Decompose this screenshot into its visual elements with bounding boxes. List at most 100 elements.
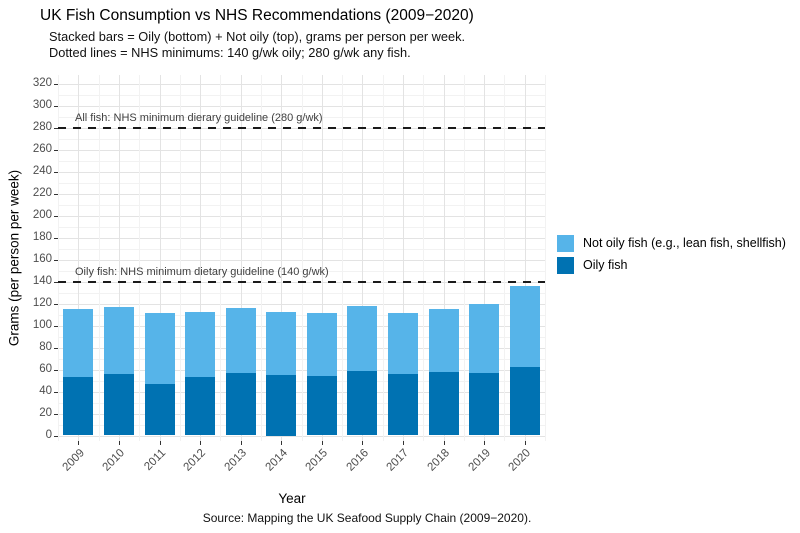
gridline-major [321, 75, 323, 441]
plot-panel: All fish: NHS minimum dierary guideline … [58, 75, 546, 441]
bar-2020-not-oily [509, 285, 540, 368]
bar-2013-oily [225, 372, 256, 436]
x-tick-mark [524, 441, 526, 445]
gridline-major [240, 75, 242, 441]
source-caption: Source: Mapping the UK Seafood Supply Ch… [202, 511, 532, 525]
y-tick-label-220: 220 [32, 186, 52, 199]
bar-2018-oily [428, 371, 459, 436]
y-tick-mark [54, 325, 58, 327]
y-tick-mark [54, 413, 58, 415]
gridline-minor [423, 75, 425, 441]
gridline-major [118, 75, 120, 441]
y-tick-mark [54, 171, 58, 173]
y-tick-mark [54, 281, 58, 283]
gridline-major [484, 75, 486, 441]
y-tick-label-140: 140 [32, 274, 52, 287]
gridline-major [362, 75, 364, 441]
x-tick-mark [321, 441, 323, 445]
x-tick-mark [200, 441, 201, 445]
y-tick-mark [54, 259, 58, 261]
legend-label-not-oily: Not oily fish (e.g., lean fish, shellfis… [583, 236, 786, 250]
legend-swatch-oily [557, 256, 574, 274]
gridline-major [524, 75, 526, 441]
x-tick-mark [443, 441, 445, 445]
x-tick-label-2013: 2013 [222, 447, 250, 474]
y-tick-label-300: 300 [32, 98, 52, 111]
y-tick-mark [54, 127, 58, 129]
x-axis-title: Year [278, 491, 306, 506]
bar-2019-oily [469, 372, 500, 436]
bar-2014-not-oily [266, 312, 297, 375]
y-tick-label-80: 80 [39, 340, 52, 353]
bar-2015-oily [306, 376, 337, 436]
bar-2015-not-oily [306, 313, 337, 377]
x-tick-mark [281, 441, 283, 445]
y-tick-mark [54, 391, 58, 393]
x-tick-mark [362, 441, 364, 445]
y-tick-label-120: 120 [32, 296, 52, 309]
bar-2016-oily [347, 370, 378, 436]
nhs-line-140 [58, 280, 545, 283]
x-tick-mark [78, 441, 80, 445]
y-tick-mark [54, 105, 58, 107]
x-tick-label-2012: 2012 [181, 447, 209, 474]
gridline-minor [545, 75, 546, 441]
bar-2009-oily [63, 377, 94, 436]
gridline-minor [301, 75, 303, 441]
x-tick-label-2017: 2017 [384, 447, 412, 474]
y-tick-label-160: 160 [32, 252, 52, 265]
chart-subtitle-line2: Dotted lines = NHS minimums: 140 g/wk oi… [49, 45, 411, 60]
bar-2018-not-oily [428, 309, 459, 372]
x-tick-mark [159, 441, 161, 445]
bar-2017-oily [388, 373, 418, 436]
bar-2019-not-oily [469, 303, 500, 373]
legend-swatch-not-oily [557, 234, 574, 252]
y-tick-label-260: 260 [32, 142, 52, 155]
bar-2017-not-oily [388, 313, 418, 374]
x-tick-mark [240, 441, 242, 445]
gridline-minor [139, 75, 141, 441]
y-tick-label-240: 240 [32, 164, 52, 177]
chart-title: UK Fish Consumption vs NHS Recommendatio… [40, 7, 474, 24]
gridline-major [403, 75, 404, 441]
y-tick-mark [54, 83, 58, 85]
x-tick-label-2019: 2019 [465, 447, 493, 474]
y-tick-label-280: 280 [32, 120, 52, 133]
x-tick-label-2011: 2011 [142, 447, 168, 473]
x-tick-label-2014: 2014 [263, 447, 290, 474]
y-tick-label-60: 60 [39, 362, 52, 375]
y-tick-mark [54, 193, 58, 195]
gridline-minor [179, 75, 181, 441]
y-tick-mark [54, 303, 58, 305]
x-tick-label-2010: 2010 [100, 447, 128, 474]
x-tick-label-2016: 2016 [344, 447, 371, 474]
x-tick-mark [118, 441, 120, 445]
x-tick-label-2018: 2018 [425, 447, 452, 474]
bar-2020-oily [509, 367, 540, 436]
gridline-minor [342, 75, 344, 441]
legend-row: Not oily fish (e.g., lean fish, shellfis… [557, 232, 786, 254]
nhs-line-140-label: Oily fish: NHS minimum dietary guideline… [75, 265, 329, 278]
legend-row: Oily fish [557, 254, 786, 276]
nhs-line-280 [58, 126, 545, 129]
bar-2009-not-oily [63, 309, 94, 378]
gridline-minor [463, 75, 465, 441]
gridline-minor [382, 75, 384, 441]
gridline-major [281, 75, 283, 441]
x-tick-label-2015: 2015 [303, 447, 331, 474]
y-tick-mark [54, 237, 58, 239]
gridline-major [200, 75, 201, 441]
bar-2014-oily [266, 375, 297, 436]
x-tick-label-2009: 2009 [60, 447, 87, 474]
gridline-minor [220, 75, 222, 441]
y-tick-mark [54, 435, 58, 437]
bar-2011-not-oily [144, 313, 175, 384]
y-tick-mark [54, 149, 58, 151]
gridline-major [159, 75, 161, 441]
gridline-minor [58, 75, 59, 441]
bar-2010-not-oily [103, 306, 134, 374]
gridline-major [443, 75, 445, 441]
bar-2013-not-oily [225, 307, 256, 373]
gridline-minor [504, 75, 506, 441]
